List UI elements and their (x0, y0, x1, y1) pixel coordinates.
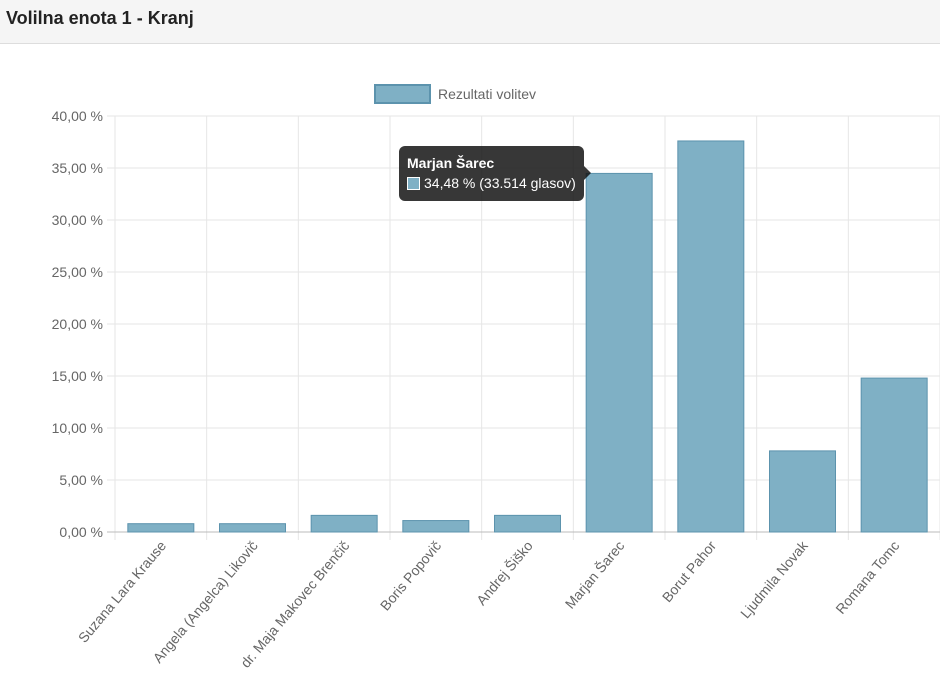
bar (219, 523, 286, 533)
x-tick-label: Angela (Angelca) Likovič (149, 538, 260, 666)
y-tick-label: 5,00 % (59, 472, 103, 488)
y-tick-label: 10,00 % (52, 420, 103, 436)
bar (127, 523, 195, 533)
y-tick-label: 40,00 % (52, 108, 103, 124)
y-tick-label: 20,00 % (52, 316, 103, 332)
tooltip-swatch (407, 176, 420, 190)
y-tick-label: 30,00 % (52, 212, 103, 228)
x-tick-label: Andrej Šiško (473, 537, 536, 608)
y-tick-label: 0,00 % (59, 524, 103, 540)
bar (769, 450, 836, 533)
x-tick-label: Borut Pahor (659, 537, 719, 605)
bar (310, 514, 378, 533)
bar (677, 140, 745, 533)
x-tick-label: Marjan Šarec (562, 538, 628, 612)
tooltip-value: 34,48 % (33.514 glasov) (424, 175, 576, 191)
panel-header: Volilna enota 1 - Kranj (0, 0, 940, 44)
panel-title: Volilna enota 1 - Kranj (6, 8, 194, 28)
legend-swatch (374, 84, 431, 104)
bar (860, 377, 928, 533)
y-tick-label: 35,00 % (52, 160, 103, 176)
bar (494, 514, 561, 533)
y-tick-label: 25,00 % (52, 264, 103, 280)
tooltip-row: 34,48 % (33.514 glasov) (407, 173, 576, 193)
tooltip-title: Marjan Šarec (407, 155, 495, 171)
x-tick-label: Suzana Lara Krause (75, 537, 169, 645)
x-tick-label: Ljudmila Novak (737, 537, 811, 621)
bar (585, 172, 653, 533)
chart-tooltip: Marjan Šarec 34,48 % (33.514 glasov) (399, 146, 591, 201)
x-tick-label: Boris Popovič (377, 538, 444, 614)
x-tick-label: Romana Tomc (832, 538, 902, 617)
y-tick-label: 15,00 % (52, 368, 103, 384)
bar (402, 520, 470, 533)
legend-label: Rezultati volitev (438, 86, 536, 102)
x-tick-label: dr. Maja Makovec Brenčič (237, 538, 352, 671)
